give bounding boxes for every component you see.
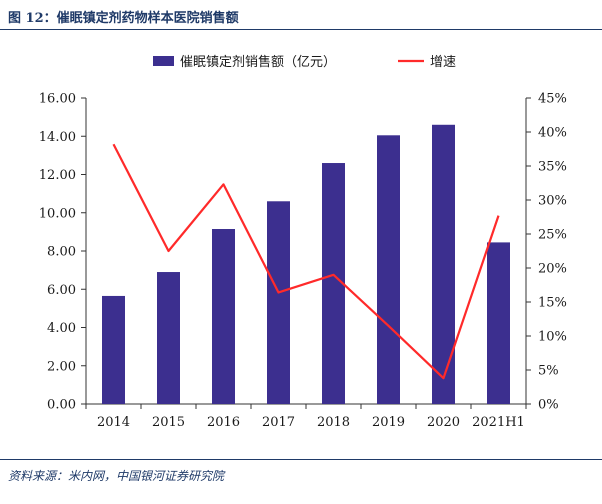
x-tick-label: 2019 [372, 415, 405, 430]
y-tick-label-left: 0.00 [47, 398, 76, 413]
bar [267, 201, 290, 404]
y-tick-label-left: 2.00 [47, 359, 76, 374]
y-tick-label-left: 6.00 [47, 283, 76, 298]
y-tick-label-right: 45% [538, 92, 567, 107]
y-tick-label-left: 8.00 [47, 245, 76, 260]
y-tick-label-right: 15% [538, 296, 567, 311]
bar [212, 229, 235, 404]
growth-line [112, 143, 500, 380]
bar [102, 295, 125, 404]
y-tick-label-right: 5% [538, 364, 559, 379]
y-tick-label-right: 20% [538, 262, 567, 277]
y-tick-label-left: 12.00 [39, 168, 76, 183]
y-tick-label-left: 10.00 [39, 206, 76, 221]
bar [157, 272, 180, 404]
y-tick-label-left: 4.00 [47, 321, 76, 336]
x-tick-label: 2016 [207, 415, 240, 430]
bar [322, 163, 345, 404]
growth-line-series [112, 143, 500, 380]
x-tick-label: 2017 [262, 415, 295, 430]
x-tick-label: 2020 [427, 415, 460, 430]
bar [432, 124, 455, 405]
bar-series [102, 124, 510, 405]
x-tick-label: 2018 [317, 415, 350, 430]
x-tick-label: 2021H1 [472, 415, 525, 430]
bar [487, 242, 510, 404]
bar [377, 135, 400, 404]
y-tick-label-left: 16.00 [39, 92, 76, 107]
legend-bar-label: 催眠镇定剂销售额（亿元） [180, 54, 336, 70]
y-tick-label-right: 10% [538, 330, 567, 345]
legend-bar-swatch [153, 56, 174, 66]
legend: 催眠镇定剂销售额（亿元） 增速 [153, 54, 456, 70]
y-tick-label-left: 14.00 [39, 130, 76, 145]
legend-line-label: 增速 [430, 55, 456, 70]
source-note: 资料来源：米内网，中国银河证券研究院 [0, 459, 602, 504]
y-tick-label-right: 25% [538, 228, 567, 243]
figure-title: 图 12：催眠镇定剂药物样本医院销售额 [0, 0, 602, 30]
y-tick-label-right: 35% [538, 160, 567, 175]
x-tick-label: 2015 [152, 415, 185, 430]
y-tick-label-right: 0% [538, 398, 559, 413]
x-tick-label: 2014 [97, 415, 130, 430]
y-tick-label-right: 30% [538, 194, 567, 209]
y-tick-label-right: 40% [538, 126, 567, 141]
